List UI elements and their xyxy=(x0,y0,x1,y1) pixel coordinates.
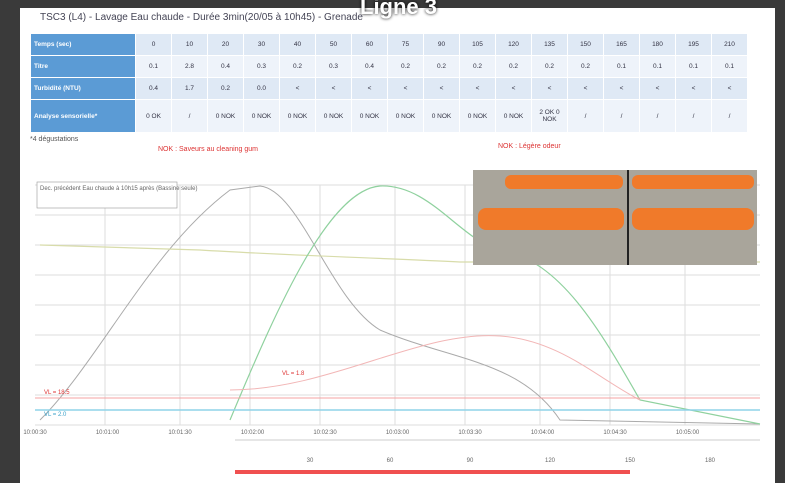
cell: 0.0 xyxy=(243,77,280,100)
cell: 20 xyxy=(207,33,244,56)
cell: / xyxy=(675,99,712,133)
cell: < xyxy=(603,77,640,100)
x-tick-label: 10:02:30 xyxy=(313,430,337,436)
cell: 0.3 xyxy=(243,55,280,78)
legend-box xyxy=(36,181,178,209)
cell: 0.1 xyxy=(603,55,640,78)
cell: < xyxy=(567,77,604,100)
legend-text: Dec. précédent Eau chaude à 10h15 après … xyxy=(40,186,197,192)
cell: < xyxy=(279,77,316,100)
cell: / xyxy=(711,99,748,133)
cell: 105 xyxy=(459,33,496,56)
row-header: Titre xyxy=(30,55,136,78)
curve xyxy=(229,335,641,401)
cell: 0 NOK xyxy=(459,99,496,133)
cell: 0.2 xyxy=(531,55,568,78)
x-tick-label: 150 xyxy=(625,458,636,464)
x-tick-label: 10:00:30 xyxy=(23,430,47,436)
cell: 0.1 xyxy=(711,55,748,78)
x-tick-label: 60 xyxy=(387,458,394,464)
cell: 40 xyxy=(279,33,316,56)
note: NOK : Saveurs au cleaning gum xyxy=(158,146,258,153)
cell: 30 xyxy=(243,33,280,56)
cell: < xyxy=(531,77,568,100)
x-tick-label: 180 xyxy=(705,458,716,464)
cell: 0.1 xyxy=(639,55,676,78)
cell: < xyxy=(639,77,676,100)
cell: 50 xyxy=(315,33,352,56)
x-tick-label: 10:04:30 xyxy=(603,430,627,436)
x-tick-label: 10:03:30 xyxy=(458,430,482,436)
cell: 0 NOK xyxy=(207,99,244,133)
footnote: *4 dégustations xyxy=(30,136,79,143)
cell: 0 NOK xyxy=(351,99,388,133)
cell: 0.1 xyxy=(135,55,172,78)
label: VL = 18.5 xyxy=(44,390,70,396)
x-tick-label: 10:05:00 xyxy=(676,430,700,436)
cell: < xyxy=(315,77,352,100)
cell: < xyxy=(351,77,388,100)
row-header: Analyse sensorielle* xyxy=(30,99,136,133)
cell: / xyxy=(171,99,208,133)
cell: 120 xyxy=(495,33,532,56)
x-tick-label: 10:03:00 xyxy=(386,430,410,436)
cell: 2 OK 0 NOK xyxy=(531,99,568,133)
cell: / xyxy=(567,99,604,133)
results-table: Temps (sec) 0 10 20 30 40 50 60 75 90 105 120 135 150… xyxy=(30,33,748,133)
cell: 0.3 xyxy=(315,55,352,78)
x-tick-label: 10:01:00 xyxy=(96,430,120,436)
cell: 0 NOK xyxy=(279,99,316,133)
cell: 0 NOK xyxy=(495,99,532,133)
label: VL = 2.0 xyxy=(44,412,67,418)
table-row: Titre 0.1 2.8 0.4 0.3 0.2 0.3 0.4 0.2 0.2 0.2 0.2 0.… xyxy=(30,55,748,78)
cell: 0 NOK xyxy=(423,99,460,133)
cell: < xyxy=(711,77,748,100)
cell: 0 NOK xyxy=(315,99,352,133)
cell: < xyxy=(459,77,496,100)
x-tick-label: 120 xyxy=(545,458,556,464)
curve xyxy=(229,185,761,425)
label: VL = 1.8 xyxy=(282,371,305,377)
cell: 75 xyxy=(387,33,424,56)
note: NOK : Légère odeur xyxy=(498,143,561,150)
cell: 135 xyxy=(531,33,568,56)
cell: 165 xyxy=(603,33,640,56)
overlay-text: Ligne 3 xyxy=(360,0,438,19)
cell: 0 NOK xyxy=(243,99,280,133)
cell: 2.8 xyxy=(171,55,208,78)
curve xyxy=(39,244,760,263)
cell: / xyxy=(603,99,640,133)
cell: 210 xyxy=(711,33,748,56)
cell: 0 NOK xyxy=(387,99,424,133)
cell: / xyxy=(639,99,676,133)
cell: 0 OK xyxy=(135,99,172,133)
x-tick-label: 10:04:00 xyxy=(531,430,555,436)
caps xyxy=(478,175,754,230)
x-tick-label: 30 xyxy=(307,458,314,464)
curve xyxy=(39,185,761,425)
table-row: Analyse sensorielle* 0 OK/0 NOK 0 NOK 0 NOK… xyxy=(30,99,748,133)
x-tick-label: 10:02:00 xyxy=(241,430,265,436)
cell: 60 xyxy=(351,33,388,56)
row-header: Temps (sec) xyxy=(30,33,136,56)
x-tick-label: 10:01:30 xyxy=(168,430,192,436)
slide-title: TSC3 (L4) - Lavage Eau chaude - Durée 3m… xyxy=(40,12,363,23)
cell: 0.2 xyxy=(567,55,604,78)
x-tick-label: 90 xyxy=(467,458,474,464)
cell: 180 xyxy=(639,33,676,56)
